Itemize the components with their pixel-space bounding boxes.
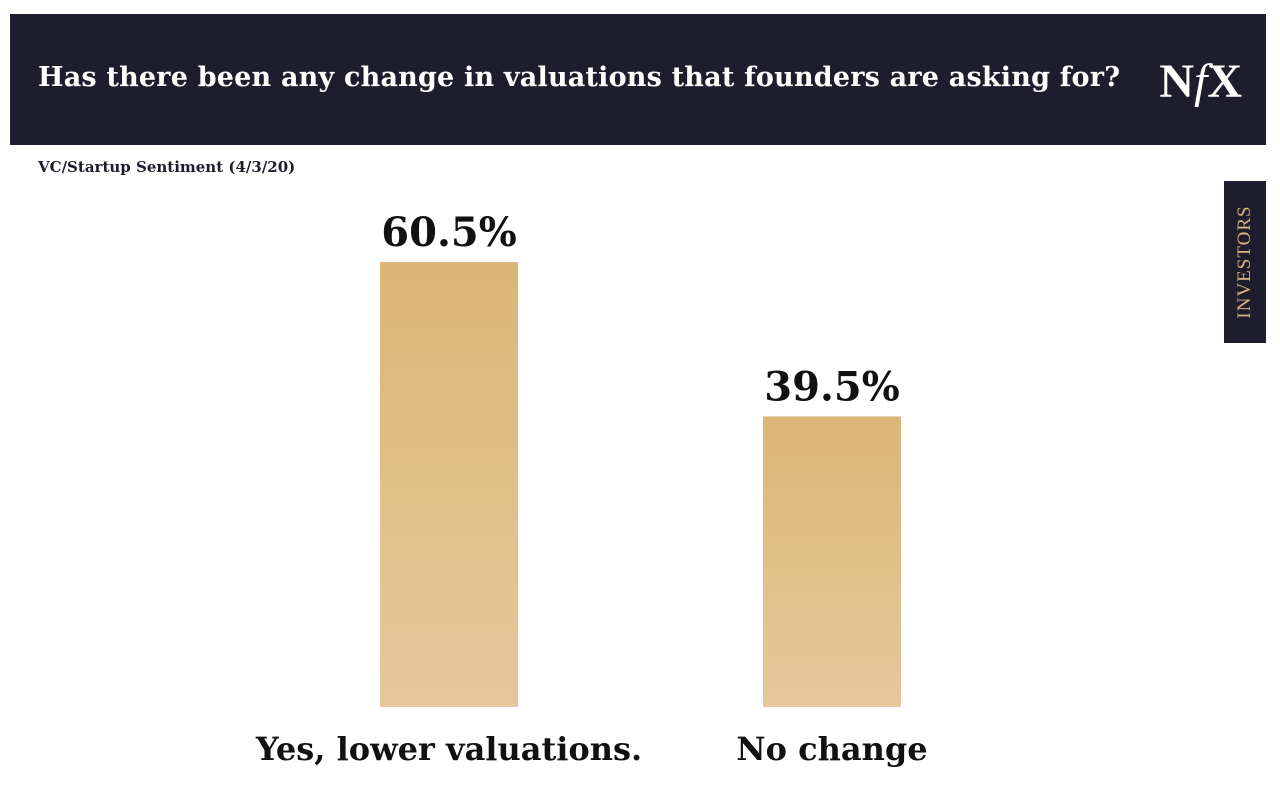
chart-subtitle: VC/Startup Sentiment (4/3/20) [38, 158, 296, 176]
logo-letter-f: f [1193, 55, 1208, 108]
bar-0 [380, 262, 518, 707]
nfx-logo: NfX [1159, 54, 1242, 110]
category-label-1: No change [736, 730, 927, 768]
chart-title: Has there been any change in valuations … [38, 62, 1121, 93]
logo-letter-n: N [1159, 55, 1194, 108]
value-label-0: 60.5% [381, 209, 516, 256]
category-labels-group: Yes, lower valuations. No change [255, 730, 928, 768]
bar-1 [763, 416, 901, 707]
investors-tab: INVESTORS [1224, 181, 1266, 343]
logo-letter-x: X [1207, 55, 1242, 108]
category-label-0: Yes, lower valuations. [255, 730, 642, 768]
bars-group [380, 262, 901, 707]
value-label-1: 39.5% [764, 363, 899, 410]
value-labels-group: 60.5% 39.5% [381, 209, 899, 410]
header-banner: Has there been any change in valuations … [10, 14, 1266, 145]
